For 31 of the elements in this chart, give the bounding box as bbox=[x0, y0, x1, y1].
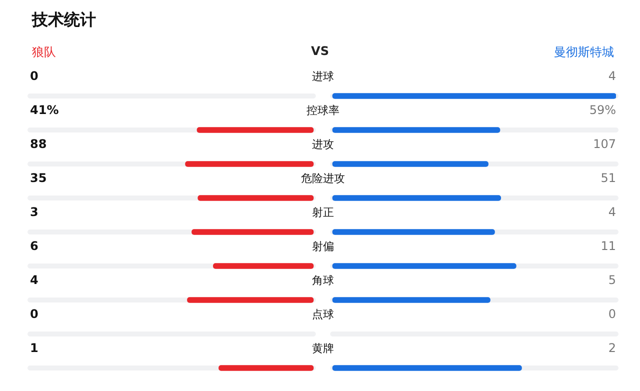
data-label: 4 bbox=[608, 205, 616, 220]
data-label: 88 bbox=[30, 137, 47, 152]
data-label: 4 bbox=[608, 69, 616, 84]
category-label: 点球 bbox=[312, 308, 334, 321]
data-label: 3 bbox=[30, 205, 38, 220]
category-label: 控球率 bbox=[306, 104, 340, 117]
data-label: 0 bbox=[30, 69, 38, 84]
category-label: 进攻 bbox=[312, 138, 334, 151]
category-label: 角球 bbox=[312, 274, 334, 287]
data-label: 107 bbox=[593, 137, 616, 152]
data-label: 1 bbox=[30, 341, 38, 356]
data-label: 35 bbox=[30, 171, 47, 186]
text: 技术统计 bbox=[32, 10, 96, 31]
data-label: 11 bbox=[600, 239, 616, 254]
category-label: 射偏 bbox=[312, 240, 334, 253]
text: VS bbox=[311, 44, 329, 58]
data-label: 2 bbox=[608, 341, 616, 356]
data-label: 4 bbox=[30, 273, 38, 288]
legend-label: 狼队 bbox=[32, 44, 56, 61]
data-label: 51 bbox=[600, 171, 616, 186]
data-label: 0 bbox=[30, 307, 38, 322]
category-label: 黄牌 bbox=[312, 342, 334, 355]
category-label: 射正 bbox=[312, 206, 334, 219]
data-label: 0 bbox=[608, 307, 616, 322]
data-label: 59% bbox=[589, 103, 616, 118]
category-label: 进球 bbox=[312, 70, 334, 83]
data-label: 6 bbox=[30, 239, 38, 254]
data-label: 41% bbox=[30, 103, 59, 118]
category-label: 危险进攻 bbox=[301, 172, 345, 185]
legend-label: 曼彻斯特城 bbox=[554, 44, 614, 61]
data-label: 5 bbox=[608, 273, 616, 288]
